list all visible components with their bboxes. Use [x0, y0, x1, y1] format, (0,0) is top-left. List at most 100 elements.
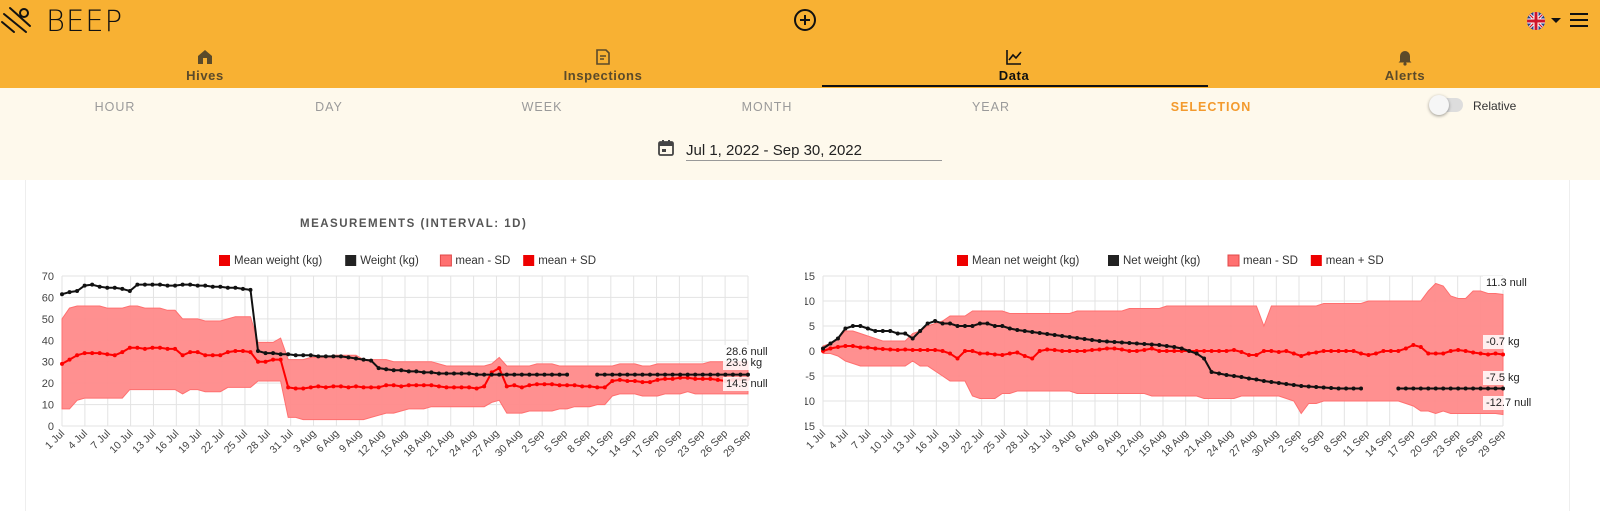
value-series-point — [940, 321, 945, 326]
uk-flag-icon[interactable] — [1527, 12, 1545, 30]
hamburger-menu-icon[interactable] — [1570, 13, 1588, 27]
mean-series-point — [678, 375, 683, 380]
mean-series-point — [970, 349, 975, 353]
tab-hives[interactable]: Hives — [0, 45, 410, 88]
value-series-point — [1403, 386, 1408, 391]
mean-series-point — [218, 353, 223, 358]
mean-series-point — [519, 385, 524, 390]
value-series-point — [127, 289, 132, 293]
value-series-point — [271, 351, 276, 356]
mean-series-point — [1351, 349, 1356, 353]
mean-series-point — [1269, 349, 1274, 353]
mean-series-point — [354, 384, 358, 389]
mean-series-point — [1172, 349, 1177, 353]
period-year[interactable]: YEAR — [971, 100, 1011, 114]
value-series-point — [195, 283, 200, 288]
add-button[interactable] — [794, 9, 816, 31]
mean-series-point — [127, 345, 132, 350]
value-series-point — [835, 336, 840, 341]
mean-series-point — [165, 346, 170, 351]
x-tick-label: 3 Aug — [1050, 428, 1078, 456]
value-series-point — [1463, 386, 1468, 391]
mean-series-point — [180, 353, 185, 358]
mean-series-point — [1112, 346, 1117, 351]
value-series-point — [557, 372, 562, 377]
x-tick-label: 31 Jul — [1026, 428, 1054, 456]
mean-series-point — [429, 383, 434, 388]
measurements-card — [25, 180, 1570, 511]
tab-inspections[interactable]: Inspections — [398, 45, 808, 88]
value-series-point — [233, 285, 238, 290]
value-series-point — [948, 321, 953, 326]
value-series-point — [1127, 341, 1132, 345]
mean-series-point — [985, 351, 990, 356]
mean-series-point — [1030, 356, 1035, 361]
mean-series-point — [1134, 349, 1139, 353]
mean-series-point — [1045, 347, 1050, 352]
mean-series-point — [955, 356, 960, 361]
value-series-point — [67, 290, 72, 295]
mean-series-point — [203, 353, 208, 358]
x-tick-label: 31 Jul — [267, 428, 295, 456]
value-series-point — [82, 283, 87, 288]
x-tick-label: 28 Jul — [245, 428, 273, 456]
value-series-point — [1411, 386, 1416, 391]
mean-series-point — [903, 347, 908, 352]
period-day[interactable]: DAY — [315, 100, 343, 114]
y-tick-label: 70 — [42, 271, 54, 283]
tab-data[interactable]: Data — [809, 45, 1219, 88]
value-series-point — [700, 372, 705, 377]
mean-series-point — [1239, 350, 1244, 354]
end-label-bg — [1483, 335, 1533, 349]
mean-series-point — [910, 348, 915, 352]
value-series-point — [203, 283, 208, 288]
x-tick-label: 3 Aug — [291, 428, 319, 456]
bell-icon — [1398, 51, 1412, 66]
value-series-point — [1239, 375, 1244, 379]
period-hour[interactable]: HOUR — [94, 100, 136, 114]
mean-series-point — [323, 385, 328, 390]
date-range-input[interactable] — [686, 140, 942, 161]
calendar-icon[interactable] — [657, 139, 675, 157]
value-series-point — [903, 331, 908, 336]
value-series-point — [338, 354, 343, 359]
period-week[interactable]: WEEK — [521, 100, 563, 114]
mean-series-point — [843, 344, 848, 348]
value-series-point — [376, 366, 381, 371]
value-series-point — [610, 372, 615, 377]
mean-series-point — [888, 347, 893, 352]
mean-series-point — [625, 379, 630, 383]
value-series-point — [1299, 384, 1304, 388]
mean-series-point — [444, 385, 449, 390]
mean-series-point — [948, 351, 953, 356]
chart-line-icon — [1006, 50, 1022, 65]
tab-alerts[interactable]: Alerts — [1200, 45, 1600, 88]
value-series-point — [497, 372, 502, 377]
y-tick-label: 30 — [42, 357, 54, 369]
period-selection[interactable]: SELECTION — [1170, 100, 1252, 114]
tab-data-label: Data — [998, 68, 1030, 83]
mean-series-point — [858, 345, 863, 350]
period-month[interactable]: MONTH — [741, 100, 793, 114]
mean-series-point — [640, 380, 645, 385]
mean-series-point — [977, 351, 982, 356]
value-series-point — [1090, 338, 1095, 342]
x-tick-label: 16 Jul — [913, 428, 941, 456]
language-dropdown-icon[interactable] — [1551, 18, 1561, 23]
value-series-point — [1231, 374, 1236, 378]
mean-series-point — [308, 385, 313, 390]
mean-series-point — [610, 379, 615, 383]
legend-swatch — [345, 255, 357, 266]
mean-series-point — [1411, 343, 1416, 347]
mean-series-point — [648, 380, 652, 385]
value-series-point — [1336, 386, 1341, 391]
value-series-point — [1202, 356, 1207, 361]
mean-series-point — [1142, 348, 1147, 352]
value-series-point — [1314, 385, 1319, 389]
relative-toggle[interactable] — [1429, 95, 1463, 115]
y-tick-label: 60 — [42, 292, 54, 304]
end-value-label: 28.6 null — [726, 346, 768, 358]
mean-series-point — [135, 345, 140, 350]
mean-series-point — [459, 385, 464, 390]
mean-series-point — [1441, 351, 1446, 356]
